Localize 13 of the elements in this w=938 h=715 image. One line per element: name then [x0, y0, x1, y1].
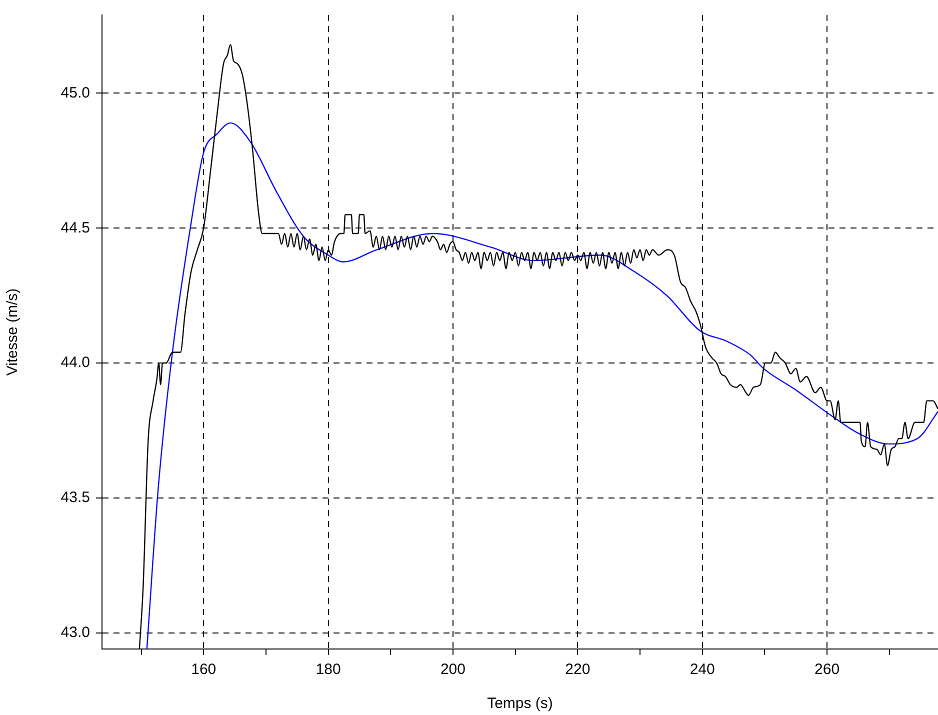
x-tick-label: 260: [814, 661, 840, 678]
x-tick-label: 240: [690, 661, 715, 678]
x-tick-label: 180: [316, 661, 341, 678]
y-tick-label: 44.5: [60, 219, 90, 236]
y-tick-label: 43.5: [60, 489, 90, 506]
x-axis-title: Temps (s): [487, 695, 553, 712]
x-tick-label: 200: [440, 661, 466, 678]
y-tick-label: 43.0: [60, 624, 90, 641]
y-axis-title: Vitesse (m/s): [4, 288, 22, 376]
x-tick-label: 220: [565, 661, 590, 678]
x-tick-label: 160: [191, 661, 216, 678]
y-tick-label: 45.0: [60, 84, 90, 102]
y-tick-label: 44.0: [60, 354, 90, 372]
